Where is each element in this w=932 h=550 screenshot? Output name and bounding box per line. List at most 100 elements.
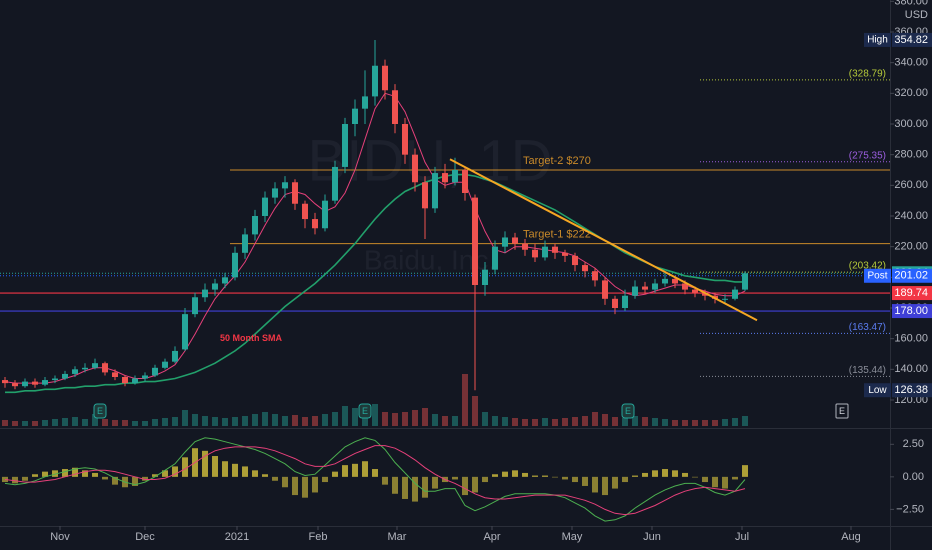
volume-bar bbox=[472, 396, 478, 426]
trendline bbox=[449, 158, 758, 322]
macd-histogram-bar bbox=[412, 476, 418, 502]
candle-body bbox=[272, 188, 278, 198]
profile-level-label: (275.35) bbox=[849, 150, 886, 161]
macd-histogram-bar bbox=[342, 465, 348, 477]
macd-histogram-bar bbox=[72, 467, 78, 477]
volume-bar bbox=[622, 418, 628, 426]
earnings-label: E bbox=[97, 406, 103, 416]
earnings-label: E bbox=[625, 406, 631, 416]
profile-level-label: (328.79) bbox=[849, 68, 886, 79]
macd-histogram-bar bbox=[512, 470, 518, 477]
candle-body bbox=[52, 378, 58, 381]
volume-bar bbox=[582, 416, 588, 426]
volume-bar bbox=[632, 416, 638, 426]
y-tick-label: 260.00 bbox=[894, 179, 928, 191]
macd-histogram-bar bbox=[212, 456, 218, 477]
macd-histogram-bar bbox=[362, 461, 368, 477]
macd-histogram-bar bbox=[182, 457, 188, 477]
macd-histogram-bar bbox=[382, 476, 388, 485]
candle-body bbox=[492, 246, 498, 270]
candle-body bbox=[412, 154, 418, 183]
candle-body bbox=[562, 252, 568, 256]
macd-histogram-bar bbox=[2, 476, 8, 483]
candle-body bbox=[162, 361, 168, 368]
candle-body bbox=[572, 255, 578, 266]
axis-value-label: 354.82 bbox=[894, 34, 928, 46]
candle-body bbox=[722, 298, 728, 300]
axis-value-box bbox=[892, 304, 932, 319]
axis-value-box bbox=[892, 268, 932, 283]
candle-body bbox=[582, 265, 588, 272]
macd-histogram-bar bbox=[272, 476, 278, 481]
volume-bar bbox=[702, 420, 708, 426]
candle-body bbox=[662, 278, 668, 284]
watermark: BIDU, 1D bbox=[308, 128, 553, 193]
volume-bar bbox=[372, 404, 378, 426]
y-tick-label: 160.00 bbox=[894, 333, 928, 345]
macd-histogram-bar bbox=[662, 469, 668, 477]
volume-bar bbox=[332, 412, 338, 426]
volume-bar bbox=[212, 417, 218, 426]
candle-body bbox=[12, 383, 18, 387]
macd-histogram-bar bbox=[642, 472, 648, 477]
candle-body bbox=[502, 237, 508, 247]
target-label: Target-1 $222 bbox=[523, 229, 591, 241]
candle-body bbox=[202, 289, 208, 298]
volume-bar bbox=[312, 416, 318, 426]
volume-bar bbox=[162, 418, 168, 426]
volume-bar bbox=[112, 420, 118, 426]
macd-histogram-bar bbox=[562, 476, 568, 480]
candle-body bbox=[612, 298, 618, 308]
macd-histogram-bar bbox=[672, 470, 678, 477]
volume-bar bbox=[32, 421, 38, 426]
volume-bar bbox=[532, 419, 538, 426]
earnings-label: E bbox=[362, 406, 368, 416]
macd-histogram-bar bbox=[632, 475, 638, 477]
macd-histogram-bar bbox=[312, 476, 318, 493]
macd-histogram-bar bbox=[82, 470, 88, 477]
x-tick-label: Jul bbox=[735, 531, 749, 543]
axis-prefix-box bbox=[864, 268, 891, 283]
macd-tick-label: 0.00 bbox=[903, 471, 924, 483]
volume-bar bbox=[92, 414, 98, 426]
candle-body bbox=[82, 367, 88, 370]
macd-histogram-bar bbox=[582, 476, 588, 486]
volume-bar bbox=[22, 421, 28, 426]
macd-histogram-bar bbox=[692, 476, 698, 478]
candle-body bbox=[512, 237, 518, 244]
macd-histogram-bar bbox=[522, 472, 528, 477]
candle-body bbox=[362, 96, 368, 109]
volume-bar bbox=[522, 419, 528, 426]
volume-bar bbox=[202, 416, 208, 426]
candle-body bbox=[462, 170, 468, 193]
macd-histogram-bar bbox=[372, 469, 378, 477]
volume-bar bbox=[602, 414, 608, 426]
macd-histogram-bar bbox=[722, 476, 728, 489]
macd-histogram-bar bbox=[222, 461, 228, 477]
volume-bar bbox=[682, 420, 688, 426]
candle-body bbox=[342, 124, 348, 167]
volume-bar bbox=[742, 416, 748, 426]
volume-bar bbox=[552, 419, 558, 426]
macd-line bbox=[4, 445, 746, 516]
y-tick-label: 240.00 bbox=[894, 210, 928, 222]
macd-histogram-bar bbox=[432, 476, 438, 489]
candle-body bbox=[22, 381, 28, 387]
candle-body bbox=[242, 234, 248, 253]
candle-body bbox=[392, 90, 398, 124]
candle-body bbox=[682, 283, 688, 290]
macd-histogram-bar bbox=[292, 476, 298, 496]
macd-histogram-bar bbox=[232, 463, 238, 477]
moving-average bbox=[5, 173, 745, 394]
candle-body bbox=[192, 297, 198, 315]
volume-bar bbox=[542, 418, 548, 426]
macd-histogram-bar bbox=[42, 471, 48, 477]
volume-bar bbox=[62, 418, 68, 426]
volume-bar bbox=[232, 417, 238, 426]
volume-bar bbox=[562, 418, 568, 426]
axis-value-box bbox=[892, 32, 932, 47]
axis-prefix-label: Post bbox=[867, 270, 887, 281]
candle-body bbox=[442, 173, 448, 183]
